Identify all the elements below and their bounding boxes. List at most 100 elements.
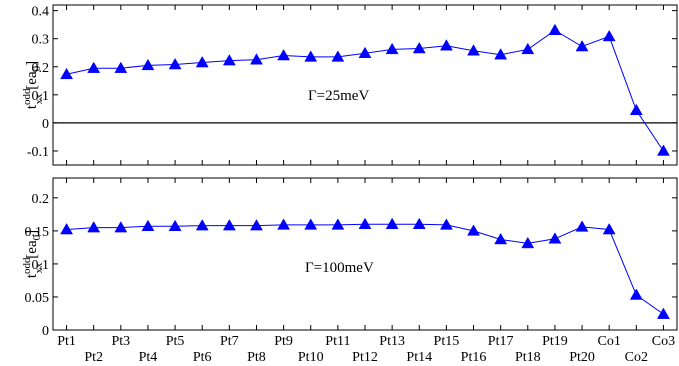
data-point — [412, 42, 426, 54]
y-tick-label: 0.1 — [32, 89, 50, 104]
data-point — [277, 218, 291, 230]
data-point — [222, 54, 236, 66]
data-point — [304, 218, 318, 230]
plot-frame — [52, 4, 678, 166]
data-point — [602, 29, 616, 42]
x-tick-label: Pt16 — [461, 350, 487, 365]
data-point — [304, 50, 318, 62]
y-tick-label: 0.4 — [32, 5, 50, 20]
data-point — [168, 219, 182, 231]
data-point — [467, 224, 480, 236]
annotation-label: Γ=100meV — [305, 260, 374, 276]
data-point — [494, 48, 508, 60]
x-tick-label: Pt13 — [379, 334, 405, 349]
data-point — [385, 42, 399, 55]
data-point — [114, 221, 128, 233]
x-tick-label: Pt7 — [220, 334, 239, 349]
y-axis-label: toddxx [ea0] — [21, 61, 45, 109]
data-point — [385, 217, 399, 230]
data-point — [358, 46, 372, 59]
y-tick-label: 0.2 — [32, 192, 50, 207]
data-point — [412, 217, 426, 230]
x-tick-label: Pt5 — [166, 334, 185, 349]
y-axis-label-part: t — [24, 273, 40, 278]
data-point — [358, 217, 372, 230]
data-point — [222, 219, 236, 231]
y-tick-label: 0.2 — [32, 61, 50, 76]
data-point — [331, 50, 345, 62]
y-tick-label: -0.1 — [27, 145, 49, 160]
y-axis-label-part: xx — [33, 262, 45, 274]
x-tick-label: Pt11 — [325, 334, 350, 349]
y-axis-label-part: 0 — [31, 234, 43, 240]
y-axis-label: toddxx [ea0] — [21, 230, 45, 278]
x-tick-label: Pt18 — [515, 350, 541, 365]
y-axis-label-part: [ea — [24, 71, 40, 93]
y-axis-label-part: ] — [24, 230, 40, 235]
y-tick-label: 0.1 — [32, 258, 50, 273]
x-tick-label: Pt12 — [352, 350, 378, 365]
data-point — [114, 61, 128, 73]
x-tick-label: Pt4 — [139, 350, 158, 365]
y-tick-label: 0 — [42, 324, 49, 339]
data-point — [521, 42, 535, 55]
y-axis-label-part: t — [24, 104, 40, 109]
data-point — [141, 58, 155, 71]
data-point — [439, 39, 453, 51]
x-tick-label: Pt9 — [274, 334, 293, 349]
data-point — [60, 67, 73, 80]
y-axis-label-part: ] — [24, 61, 40, 66]
data-point — [548, 232, 562, 244]
y-axis-label-part: 0 — [31, 65, 43, 71]
x-tick-label: Pt8 — [247, 350, 266, 365]
data-point — [331, 218, 345, 230]
x-tick-labels: Pt1Pt2Pt3Pt4Pt5Pt6Pt7Pt8Pt9Pt10Pt11Pt12P… — [57, 334, 675, 365]
y-axis-label-part: [ea — [24, 240, 40, 262]
y-tick-label: 0.3 — [32, 33, 50, 48]
y-tick-label: 0.15 — [25, 225, 50, 240]
data-point — [548, 23, 562, 36]
x-tick-label: Co2 — [625, 350, 648, 365]
data-point — [629, 103, 643, 116]
data-point — [575, 40, 589, 52]
data-point — [60, 223, 73, 235]
data-point — [277, 49, 291, 61]
data-point — [439, 218, 453, 230]
data-point — [195, 219, 209, 231]
x-tick-label: Pt1 — [57, 334, 76, 349]
y-axis-label-part: odd — [21, 257, 33, 274]
x-tick-label: Pt14 — [406, 350, 432, 365]
x-tick-label: Co1 — [598, 334, 621, 349]
data-point — [250, 219, 263, 231]
data-point — [657, 144, 670, 156]
y-tick-label: 0 — [42, 117, 49, 132]
plot-frame — [52, 177, 678, 331]
y-tick-label: 0.05 — [25, 291, 50, 306]
data-point — [657, 307, 670, 319]
x-tick-label: Co3 — [652, 334, 675, 349]
data-point — [195, 56, 209, 68]
x-tick-label: Pt2 — [84, 350, 103, 365]
data-point — [521, 236, 535, 249]
y-axis-label-part: xx — [33, 93, 45, 105]
y-axis-label-part: odd — [21, 88, 33, 105]
x-tick-label: Pt10 — [298, 350, 324, 365]
data-point — [141, 219, 155, 231]
data-point — [87, 61, 101, 73]
data-point — [602, 223, 616, 235]
data-point — [87, 221, 101, 233]
x-tick-label: Pt3 — [111, 334, 130, 349]
data-point — [494, 232, 508, 245]
data-point — [250, 53, 263, 65]
annotation-label: Γ=25meV — [308, 88, 369, 104]
x-tick-label: Pt17 — [488, 334, 514, 349]
data-point — [629, 288, 643, 300]
x-tick-label: Pt19 — [542, 334, 568, 349]
x-tick-label: Pt15 — [434, 334, 460, 349]
x-tick-label: Pt20 — [569, 350, 595, 365]
data-point — [168, 58, 182, 70]
data-point — [467, 44, 480, 56]
